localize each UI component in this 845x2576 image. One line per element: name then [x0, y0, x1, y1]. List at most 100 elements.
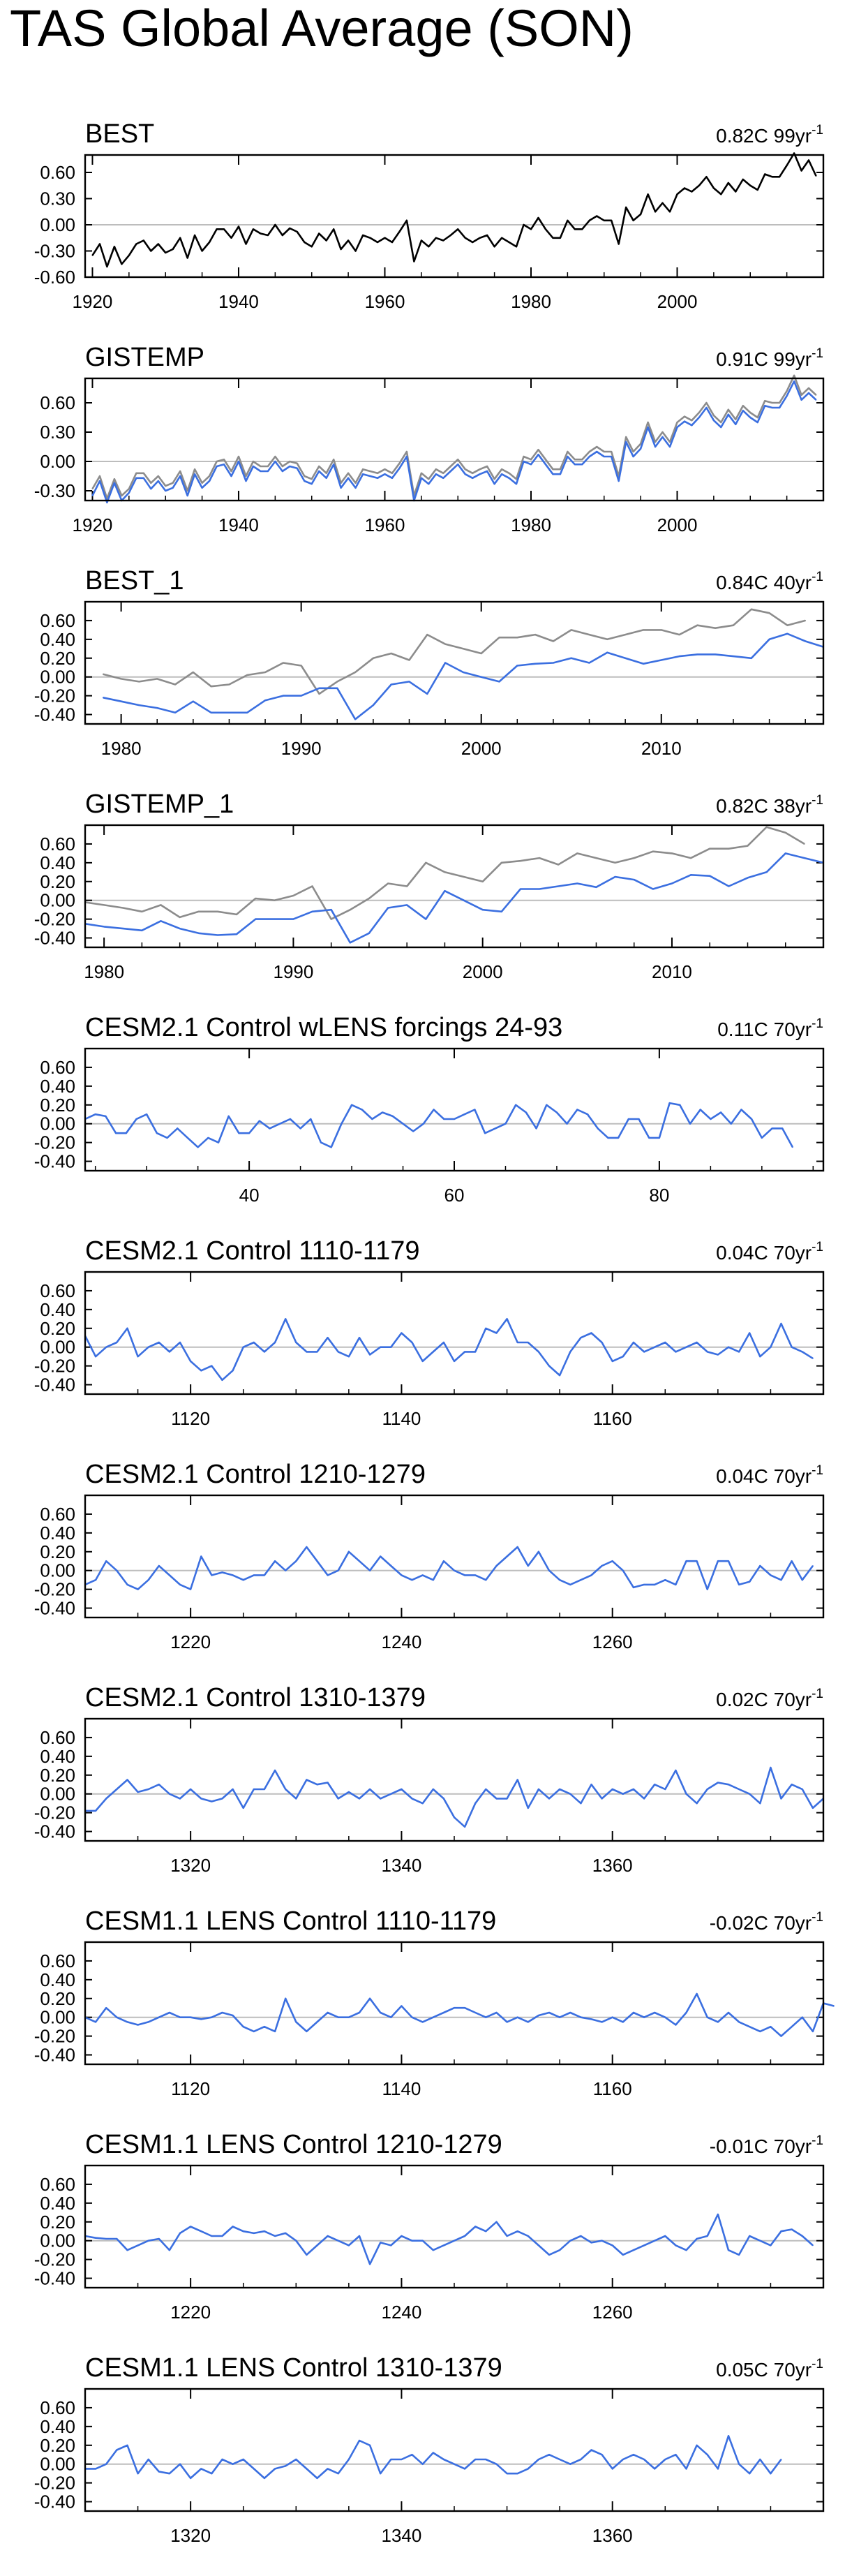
data-point — [194, 235, 195, 236]
data-point — [659, 1137, 660, 1139]
data-point — [792, 1146, 793, 1148]
data-point — [770, 1346, 772, 1348]
data-point — [369, 471, 371, 472]
data-point — [340, 482, 342, 484]
data-point — [248, 1132, 250, 1134]
data-point — [190, 2016, 191, 2018]
y-tick-label: 0.00 — [40, 2454, 75, 2475]
data-point — [479, 468, 481, 471]
chart-panel: CESM2.1 Control 1110-1179 0.04C 70yr-1 -0.… — [34, 1236, 825, 1429]
y-tick-label: 0.00 — [40, 2230, 75, 2251]
data-point — [359, 2012, 360, 2013]
data-point — [664, 1579, 666, 1581]
data-point — [574, 464, 576, 466]
data-point — [156, 678, 158, 680]
figure-title: TAS Global Average (SON) — [10, 0, 634, 57]
y-tick-label: 0.20 — [40, 1095, 75, 1116]
data-point — [698, 417, 700, 418]
data-point — [516, 478, 517, 480]
data-point — [390, 683, 392, 686]
y-tick-label: 0.60 — [40, 1057, 75, 1078]
data-point — [474, 2226, 477, 2228]
data-point — [679, 1104, 681, 1106]
data-point — [633, 857, 635, 859]
data-point — [801, 1351, 803, 1353]
data-point — [390, 653, 392, 654]
data-point — [200, 1370, 202, 1372]
data-point — [209, 242, 210, 243]
trend-superscript: -1 — [812, 570, 823, 584]
data-point — [245, 480, 247, 482]
data-point — [230, 475, 232, 477]
data-point — [99, 480, 100, 482]
data-point — [103, 926, 105, 928]
data-point — [548, 2454, 550, 2456]
data-point — [534, 634, 536, 635]
data-point — [654, 1584, 656, 1585]
data-point — [449, 471, 451, 472]
data-point — [728, 1346, 729, 1348]
data-point — [669, 446, 671, 447]
data-point — [443, 1560, 444, 1562]
data-point — [310, 1118, 312, 1120]
data-point — [808, 387, 809, 389]
data-point — [245, 475, 247, 477]
y-tick-label: -0.20 — [34, 2249, 75, 2270]
data-point — [128, 488, 130, 490]
data-point — [194, 473, 195, 475]
data-point — [444, 643, 446, 645]
data-point — [539, 888, 540, 890]
data-point — [327, 2468, 329, 2470]
data-point — [337, 2016, 339, 2018]
y-tick-label: -0.40 — [34, 928, 75, 949]
data-point — [253, 2233, 255, 2234]
data-point — [587, 1113, 588, 1116]
data-point — [304, 480, 306, 482]
data-point — [675, 2454, 677, 2456]
y-tick-label: 0.40 — [40, 2416, 75, 2437]
data-point — [362, 235, 364, 236]
data-point — [384, 473, 386, 475]
y-tick-label: 0.60 — [40, 162, 75, 183]
data-point — [135, 243, 137, 245]
data-point — [833, 2005, 835, 2007]
data-point — [618, 1137, 619, 1139]
data-point — [633, 2012, 634, 2013]
data-point — [337, 1798, 339, 1800]
data-point — [351, 1104, 352, 1106]
data-point — [264, 672, 266, 673]
data-point — [576, 852, 578, 854]
data-point — [791, 1784, 793, 1786]
y-tick-label: 0.40 — [40, 1969, 75, 1990]
data-point — [426, 634, 428, 635]
data-point — [804, 843, 805, 845]
data-point — [660, 629, 662, 631]
data-point — [126, 2021, 128, 2023]
data-point — [516, 2473, 518, 2475]
data-point — [401, 2005, 403, 2007]
data-point — [126, 1584, 128, 1585]
data-point — [428, 483, 430, 485]
series-line — [84, 1546, 814, 1590]
data-point — [221, 2459, 223, 2460]
data-point — [638, 1118, 640, 1120]
data-point — [523, 456, 525, 457]
data-point — [216, 228, 218, 230]
y-tick-label: 0.20 — [40, 1541, 75, 1562]
data-point — [523, 461, 525, 462]
data-point — [223, 459, 225, 461]
data-point — [464, 1574, 465, 1576]
data-point — [91, 254, 94, 256]
data-point — [377, 477, 378, 479]
data-point — [508, 242, 510, 243]
data-point — [281, 235, 283, 236]
data-point — [516, 246, 517, 248]
data-point — [190, 1588, 191, 1590]
data-point — [661, 431, 664, 433]
data-point — [200, 1798, 202, 1800]
x-tick-label: 2000 — [657, 515, 698, 535]
data-point — [217, 910, 218, 912]
data-point — [95, 2468, 97, 2470]
data-point — [232, 1574, 234, 1576]
data-point — [325, 239, 327, 242]
